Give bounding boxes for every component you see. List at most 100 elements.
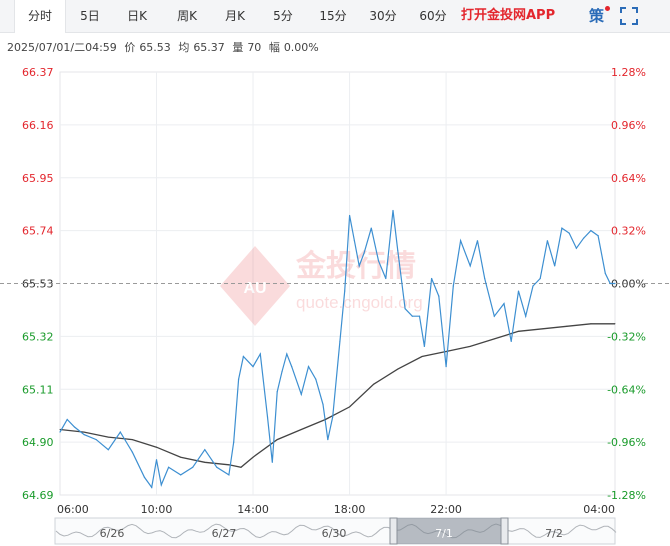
navigator-label-6-30: 6/30: [322, 527, 347, 540]
price-point: [583, 237, 585, 239]
average-point: [59, 429, 61, 431]
average-point: [252, 456, 254, 458]
tab-weekly[interactable]: 周K: [177, 9, 197, 23]
tab-5day[interactable]: 5日: [80, 9, 100, 23]
price-point: [73, 426, 76, 428]
average-point: [542, 328, 544, 330]
price-point: [204, 449, 206, 451]
average-point: [107, 436, 109, 438]
period-tab-bar: 分时 5日 日K 周K 月K 5分 15分 30分 60分 打开金投网APP 策: [0, 0, 670, 33]
y-tick-label: 65.32: [22, 330, 54, 343]
pct-tick-label: 0.32%: [611, 225, 646, 238]
time-navigator[interactable]: 6/26 6/27 6/30 7/1 7/2: [54, 517, 617, 545]
price-point: [614, 282, 616, 285]
price-point: [525, 315, 527, 317]
watermark-logo-text: AU: [243, 280, 266, 297]
tab-15min[interactable]: 15分: [319, 9, 347, 23]
open-app-link[interactable]: 打开金投网APP: [461, 8, 556, 23]
average-point: [240, 466, 242, 468]
price-point: [167, 466, 170, 468]
watermark-brand: 金投行情: [295, 249, 416, 284]
pct-tick-label: -0.64%: [607, 383, 646, 396]
quote-info-line: 2025/07/01/二04:59 价 65.53 均 65.37 量 70 幅 0.0…: [7, 39, 323, 55]
navigator-sparkline: [55, 523, 617, 539]
navigator-label-7-1: 7/1: [435, 527, 453, 540]
average-point: [324, 418, 326, 420]
info-vol-label: 量: [232, 41, 244, 54]
price-point: [59, 431, 61, 433]
fullscreen-icon[interactable]: [620, 0, 640, 32]
pct-tick-label: 0.00%: [611, 278, 646, 291]
price-point: [445, 365, 447, 368]
pct-tick-label: -1.28%: [607, 489, 646, 502]
price-point: [286, 353, 288, 355]
price-point: [484, 277, 486, 280]
navigator-handle-right[interactable]: [500, 517, 509, 545]
price-point: [155, 459, 158, 461]
average-point: [131, 439, 133, 441]
average-point: [421, 356, 423, 358]
navigator-selection[interactable]: [394, 518, 504, 544]
tab-5min[interactable]: 5分: [273, 9, 293, 23]
tab-monthly[interactable]: 月K: [225, 9, 245, 23]
average-point: [276, 439, 278, 441]
fullscreen-glyph: [620, 7, 638, 25]
price-point: [532, 285, 534, 287]
tab-intraday[interactable]: 分时: [14, 0, 66, 33]
price-line: [59, 210, 615, 489]
average-point: [445, 350, 447, 352]
x-tick-label: 10:00: [141, 503, 173, 516]
price-point: [590, 230, 592, 232]
watermark-url: quote.cngold.org: [296, 293, 423, 312]
average-point: [83, 431, 85, 433]
average-point: [469, 345, 471, 347]
x-tick-label: 22:00: [430, 503, 462, 516]
navigator-handle-left[interactable]: [389, 517, 398, 545]
price-point: [385, 277, 387, 280]
tab-60min[interactable]: 60分: [419, 9, 447, 23]
price-point: [322, 403, 324, 405]
price-point: [327, 439, 329, 441]
price-point: [131, 451, 133, 453]
price-point: [539, 277, 541, 280]
price-point: [332, 416, 334, 418]
price-point: [370, 227, 372, 229]
price-point: [160, 484, 162, 486]
info-price-label: 价: [124, 41, 136, 54]
tab-30min[interactable]: 30分: [369, 9, 397, 23]
price-point: [281, 371, 283, 373]
price-point: [561, 227, 563, 229]
price-point: [392, 209, 394, 212]
average-point: [204, 461, 206, 463]
price-point: [418, 315, 421, 317]
price-point: [83, 433, 85, 436]
price-point: [307, 365, 310, 368]
price-point: [266, 416, 269, 418]
price-point: [503, 303, 505, 305]
price-point: [377, 260, 380, 262]
average-point: [373, 383, 375, 385]
price-point: [452, 285, 454, 287]
navigator-label-7-2: 7/2: [545, 527, 563, 540]
tab-daily[interactable]: 日K: [127, 9, 147, 23]
x-tick-label: 18:00: [334, 503, 366, 516]
x-tick-label: 14:00: [237, 503, 269, 516]
info-chg-label: 幅: [268, 41, 280, 54]
info-avg-label: 均: [178, 41, 190, 54]
average-point: [517, 330, 519, 332]
price-point: [271, 461, 273, 463]
price-point: [604, 272, 606, 275]
average-point: [349, 406, 351, 408]
pct-tick-label: -0.96%: [607, 436, 646, 449]
price-point: [597, 235, 599, 237]
pct-tick-label: 0.96%: [611, 119, 646, 132]
info-vol: 70: [247, 41, 262, 54]
price-point: [476, 240, 479, 242]
price-point: [315, 378, 317, 380]
average-point: [590, 323, 592, 325]
price-point: [300, 393, 302, 395]
strategy-icon[interactable]: 策: [589, 7, 605, 25]
price-point: [339, 340, 341, 343]
price-point: [358, 265, 360, 267]
